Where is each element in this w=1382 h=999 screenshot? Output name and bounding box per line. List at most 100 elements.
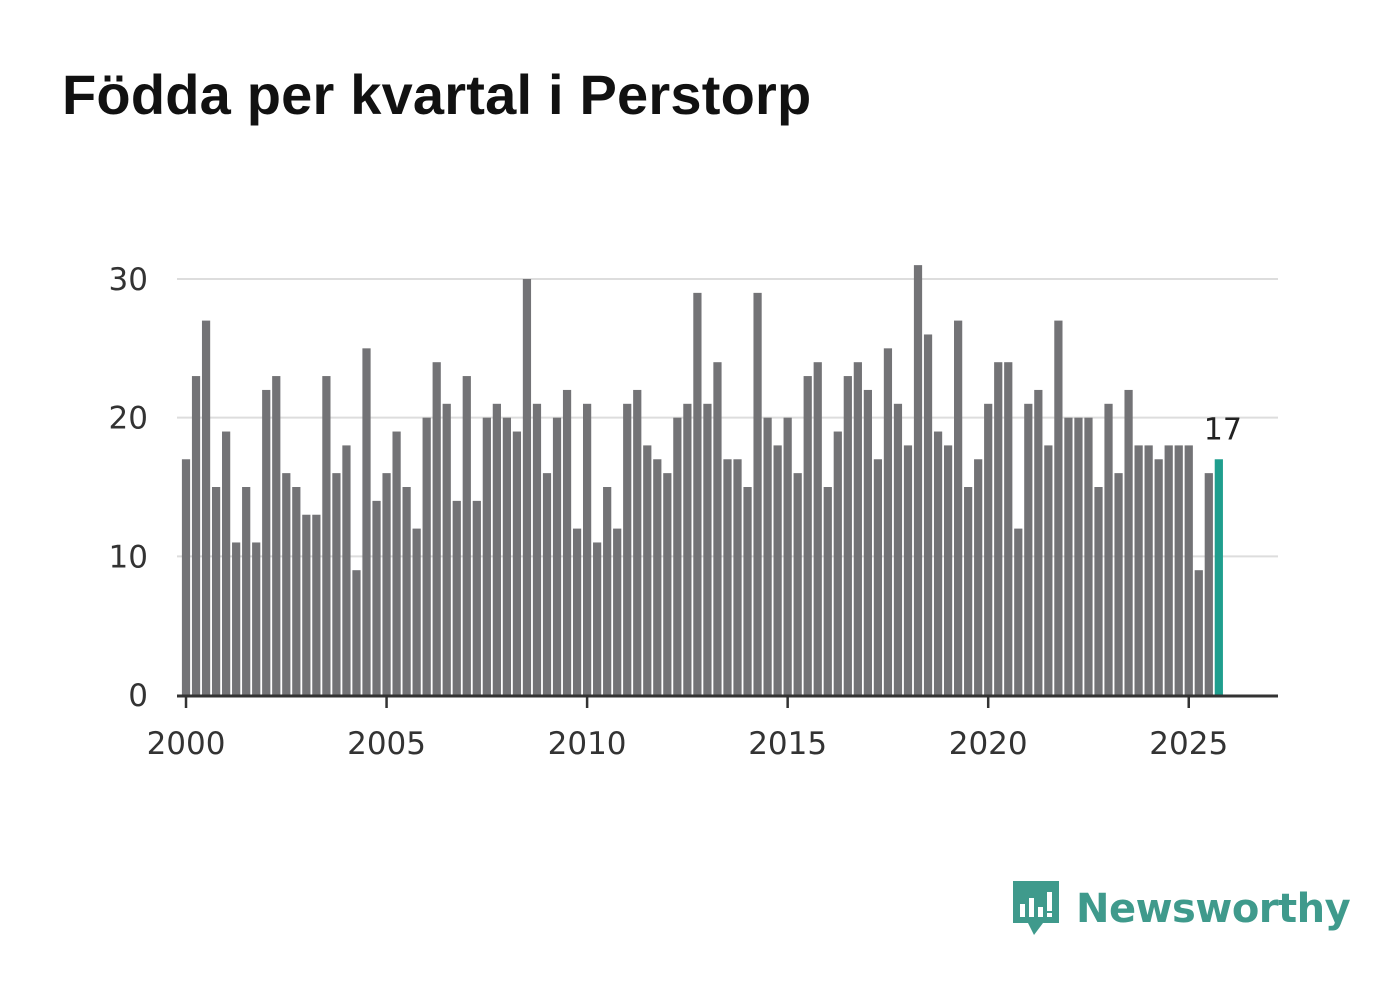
- bar: [713, 362, 722, 695]
- bar: [823, 487, 832, 695]
- bar: [913, 265, 923, 695]
- bar: [242, 487, 251, 695]
- bar: [292, 487, 301, 695]
- bar: [903, 445, 913, 695]
- bar: [1154, 459, 1163, 695]
- newsworthy-logo: Newsworthy: [1010, 878, 1351, 940]
- x-tick-label: 2010: [548, 726, 627, 762]
- x-tick-label: 2025: [1149, 726, 1228, 762]
- bar: [502, 417, 512, 695]
- bar: [863, 389, 872, 695]
- bar: [1204, 473, 1213, 695]
- bar: [201, 320, 211, 695]
- bar: [933, 431, 943, 695]
- bar: [1144, 445, 1153, 695]
- bar: [603, 487, 612, 695]
- bar: [512, 431, 522, 695]
- bar: [723, 459, 732, 695]
- x-tick-label: 2015: [748, 726, 827, 762]
- bar: [302, 514, 311, 695]
- bar: [422, 417, 431, 695]
- bar: [272, 376, 281, 695]
- chart-title: Födda per kvartal i Perstorp: [62, 63, 812, 126]
- bar: [452, 500, 461, 695]
- bar: [593, 542, 602, 695]
- y-tick-label: 0: [128, 678, 148, 714]
- bar: [693, 292, 702, 695]
- bar: [1004, 362, 1013, 695]
- bar: [532, 403, 542, 695]
- bar: [1124, 389, 1133, 695]
- bar: [743, 487, 752, 695]
- bar: [943, 445, 953, 695]
- bar: [1164, 445, 1173, 695]
- bar: [282, 473, 291, 695]
- bar: [402, 487, 411, 695]
- bar: [1114, 473, 1123, 695]
- bar: [181, 459, 191, 695]
- x-tick-label: 2005: [347, 726, 426, 762]
- bar: [1034, 389, 1043, 695]
- bar: [763, 417, 772, 695]
- bar: [1184, 445, 1193, 695]
- bar: [673, 417, 682, 695]
- newsworthy-logo-icon: [1013, 881, 1059, 935]
- bar: [813, 362, 822, 695]
- brand-name: Newsworthy: [1076, 886, 1351, 932]
- bar: [663, 473, 672, 695]
- bar: [1014, 528, 1023, 695]
- y-tick-label: 20: [109, 401, 148, 437]
- latest-value-label: 17: [1204, 412, 1242, 447]
- bar: [522, 279, 532, 695]
- bar: [994, 362, 1003, 695]
- bar: [232, 542, 241, 695]
- bar: [472, 500, 481, 695]
- bar: [1074, 417, 1083, 695]
- bar: [462, 376, 471, 695]
- bar: [211, 487, 221, 695]
- bar: [923, 334, 933, 695]
- bar: [1084, 417, 1093, 695]
- bar: [803, 376, 812, 695]
- bar: [492, 403, 501, 695]
- bar: [552, 417, 562, 695]
- bar: [252, 542, 261, 695]
- bar: [1044, 445, 1053, 695]
- bar: [332, 473, 341, 695]
- bar: [572, 528, 582, 695]
- bar: [392, 431, 401, 695]
- bar: [984, 403, 993, 695]
- bar: [542, 473, 552, 695]
- bar: [843, 376, 852, 695]
- bar: [893, 403, 903, 695]
- bar: [833, 431, 842, 695]
- bar: [653, 459, 662, 695]
- bar: [643, 445, 652, 695]
- bar: [613, 528, 622, 695]
- y-tick-label: 10: [109, 539, 148, 575]
- bar: [191, 376, 201, 695]
- bar: [1024, 403, 1033, 695]
- x-tick-label: 2020: [949, 726, 1028, 762]
- bar: [853, 362, 862, 695]
- bar: [683, 403, 692, 695]
- bar: [222, 431, 231, 695]
- bar: [1054, 320, 1063, 695]
- bar: [482, 417, 491, 695]
- bar: [1104, 403, 1113, 695]
- bar: [562, 389, 572, 695]
- bar: [873, 459, 883, 695]
- bar: [362, 348, 371, 695]
- bar: [633, 389, 642, 695]
- bar: [793, 473, 802, 695]
- bar: [1094, 487, 1103, 695]
- bar: [1174, 445, 1183, 695]
- bar: [262, 389, 271, 695]
- bar: [623, 403, 632, 695]
- bar: [964, 487, 973, 695]
- bar-latest: [1214, 459, 1223, 695]
- bar: [1134, 445, 1143, 695]
- bar: [783, 417, 792, 695]
- bar: [382, 473, 391, 695]
